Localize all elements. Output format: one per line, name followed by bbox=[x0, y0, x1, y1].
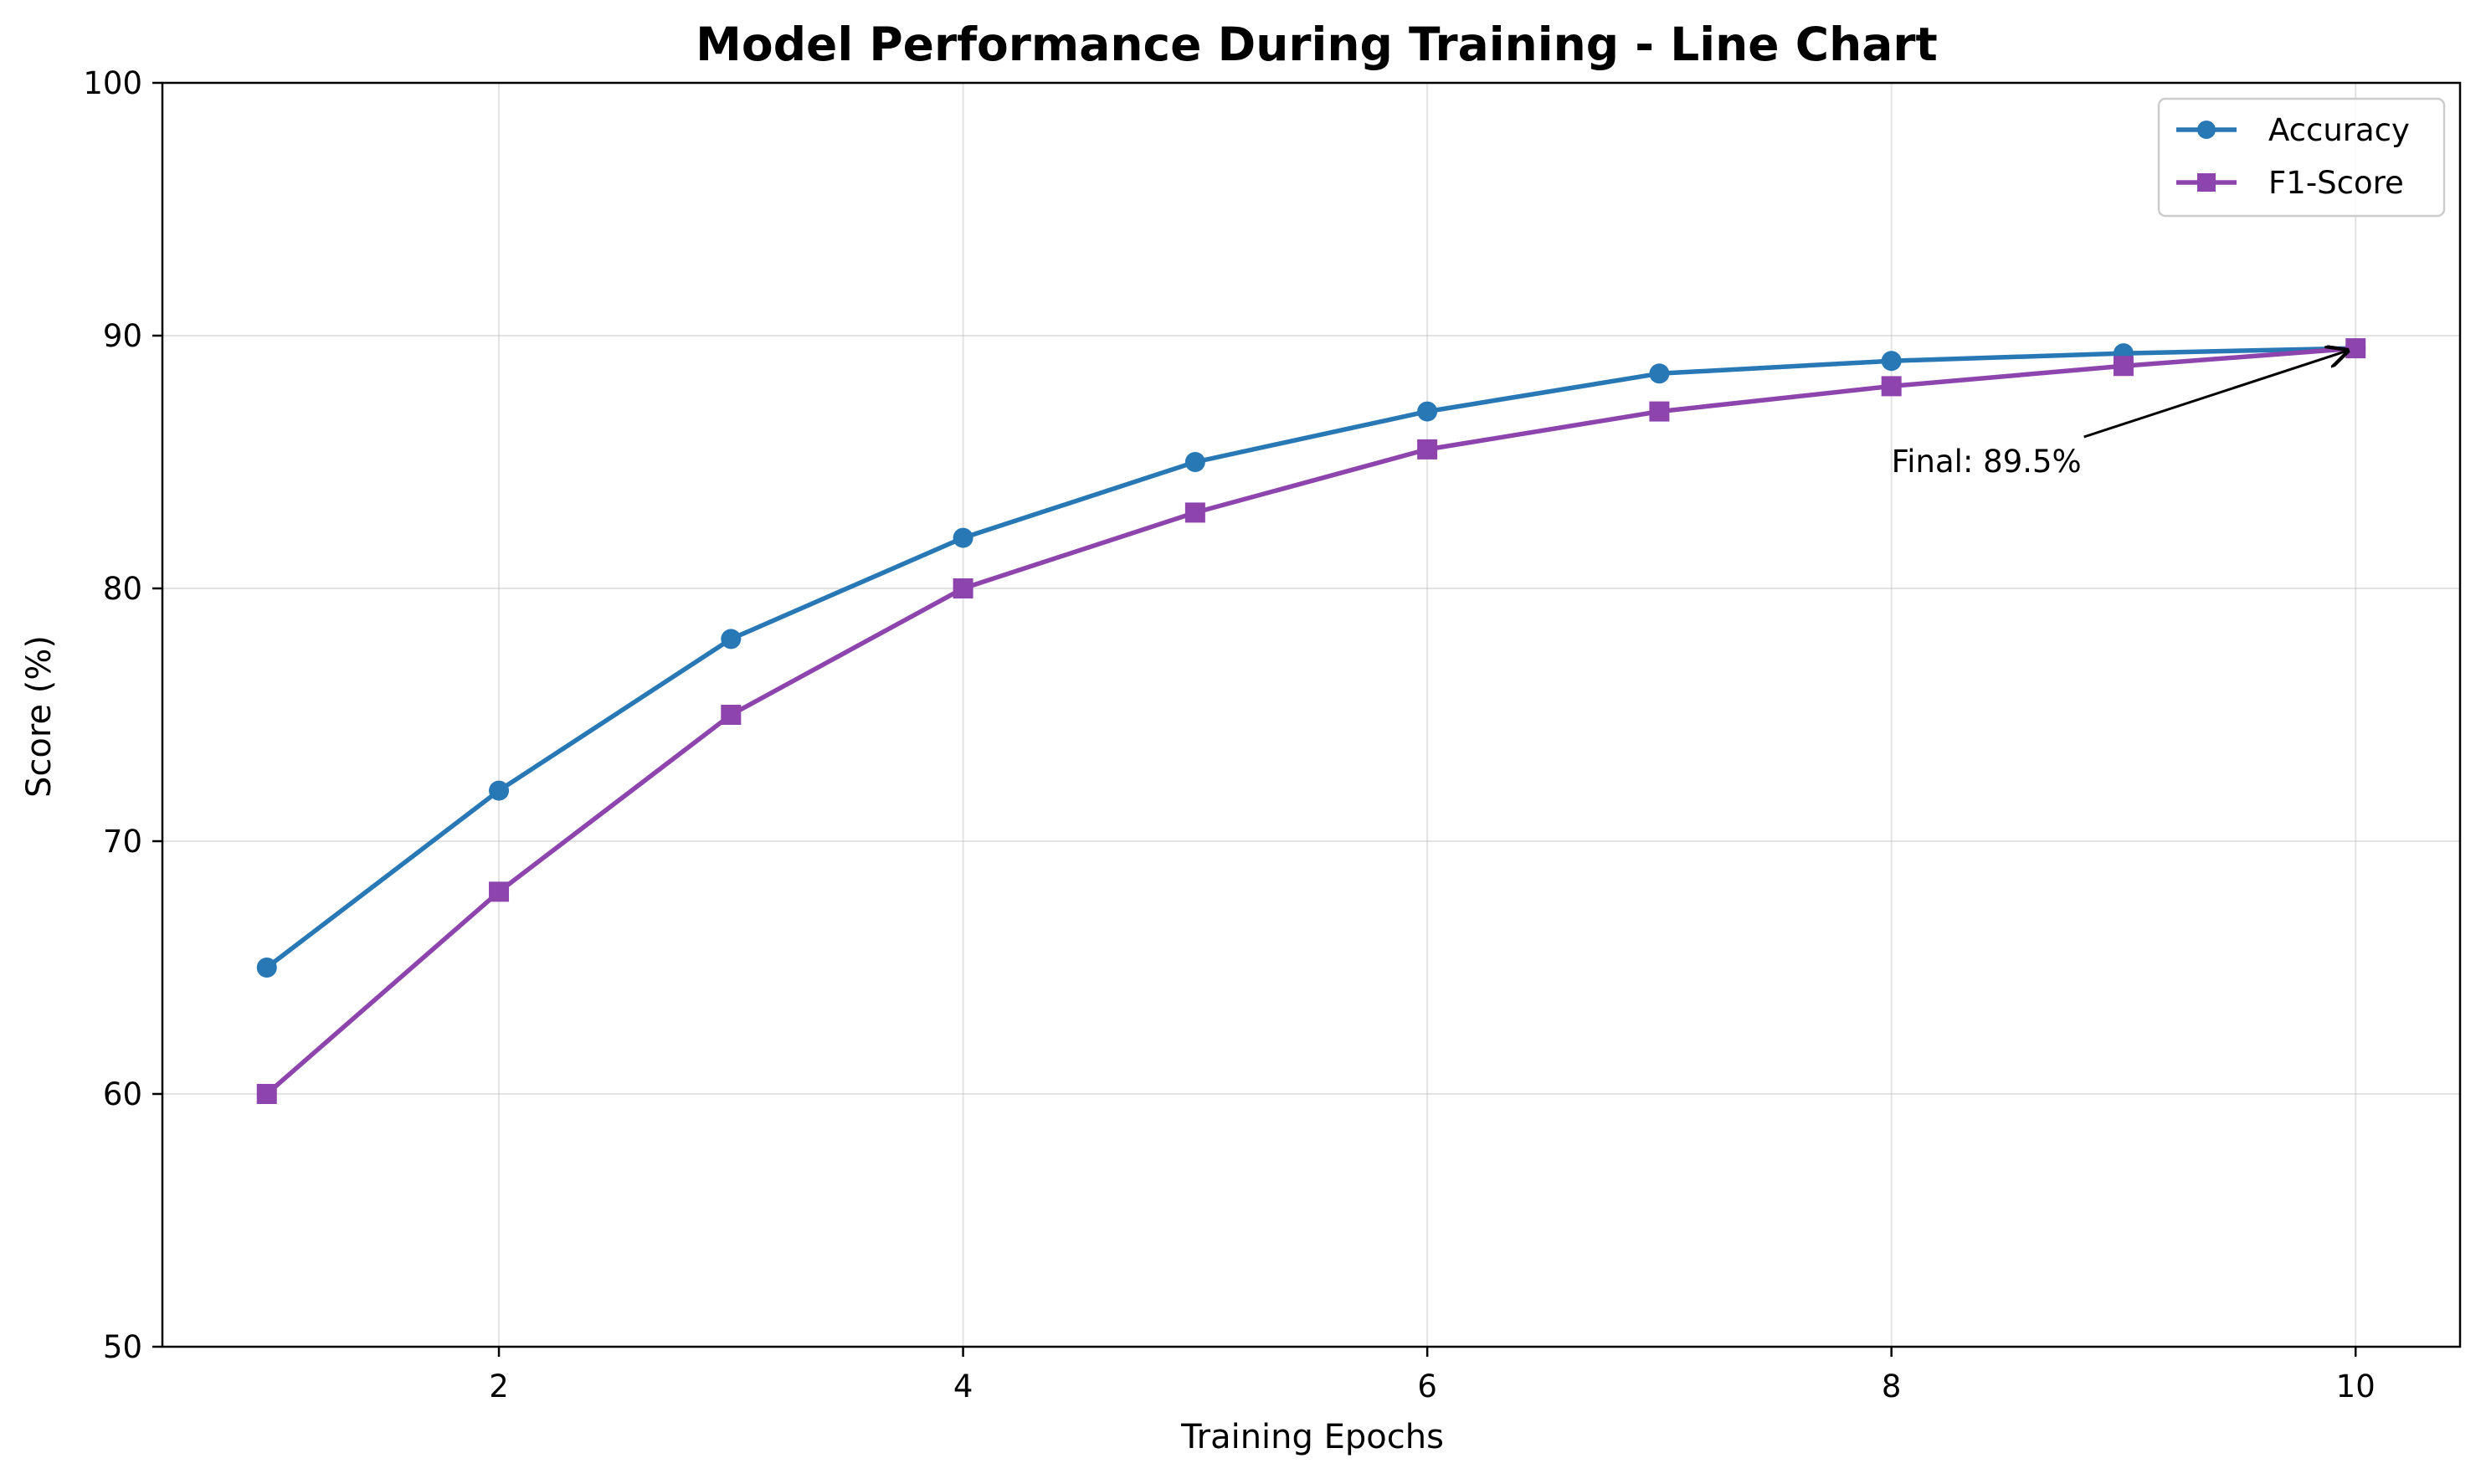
data-point-f1-score bbox=[1184, 502, 1205, 523]
data-point-f1-score bbox=[2345, 338, 2366, 359]
annotation-text: Final: 89.5% bbox=[1892, 444, 2082, 480]
legend-marker-f1-score bbox=[2197, 173, 2216, 192]
y-axis-label: Score (%) bbox=[20, 635, 59, 798]
grid-lines bbox=[162, 82, 2460, 1348]
y-tick-label: 70 bbox=[103, 824, 142, 860]
series-line-accuracy bbox=[265, 346, 2356, 970]
data-point-accuracy bbox=[1649, 363, 1670, 384]
y-tick-label: 90 bbox=[103, 318, 142, 354]
data-point-f1-score bbox=[721, 705, 742, 725]
data-point-f1-score bbox=[1649, 401, 1670, 422]
chart-title: Model Performance During Training - Line… bbox=[696, 18, 1938, 71]
y-tick-label: 50 bbox=[103, 1329, 142, 1365]
legend-item-accuracy: Accuracy bbox=[2176, 112, 2410, 148]
y-tick-label: 60 bbox=[103, 1076, 142, 1112]
legend-label-accuracy: Accuracy bbox=[2268, 112, 2410, 148]
data-point-f1-score bbox=[1881, 376, 1902, 397]
x-axis-label: Training Epochs bbox=[1180, 1418, 1444, 1456]
data-point-accuracy bbox=[1881, 351, 1902, 372]
data-point-accuracy bbox=[256, 958, 277, 978]
axis-ticks: 2 4 6 8 10 50 60 70 80 90 100 bbox=[83, 65, 2375, 1404]
data-point-accuracy bbox=[721, 629, 742, 650]
x-tick-label: 4 bbox=[953, 1368, 973, 1404]
data-point-f1-score bbox=[1417, 439, 1438, 460]
y-tick-label: 100 bbox=[83, 65, 142, 101]
chart-legend: Accuracy F1-Score bbox=[2157, 97, 2446, 218]
legend-marker-accuracy bbox=[2197, 121, 2216, 139]
x-tick-label: 8 bbox=[1882, 1368, 1902, 1404]
annotation-arrow bbox=[2083, 351, 2348, 439]
data-point-accuracy bbox=[1184, 452, 1205, 472]
data-point-f1-score bbox=[489, 881, 510, 902]
data-point-f1-score bbox=[256, 1084, 277, 1104]
data-series bbox=[256, 338, 2366, 1104]
plot-area-frame bbox=[161, 81, 2462, 1348]
x-tick-label: 10 bbox=[2336, 1368, 2376, 1404]
y-tick-label: 80 bbox=[103, 571, 142, 607]
data-point-accuracy bbox=[489, 780, 510, 801]
x-tick-label: 2 bbox=[489, 1368, 509, 1404]
final-value-annotation: Final: 89.5% bbox=[1892, 351, 2348, 480]
legend-item-f1-score: F1-Score bbox=[2176, 165, 2404, 201]
legend-label-f1-score: F1-Score bbox=[2268, 165, 2404, 201]
x-tick-label: 6 bbox=[1417, 1368, 1437, 1404]
data-point-accuracy bbox=[953, 527, 973, 548]
data-point-accuracy bbox=[1417, 401, 1438, 422]
data-point-f1-score bbox=[953, 578, 973, 598]
data-point-f1-score bbox=[2113, 356, 2134, 377]
series-line-f1-score bbox=[265, 346, 2356, 1096]
